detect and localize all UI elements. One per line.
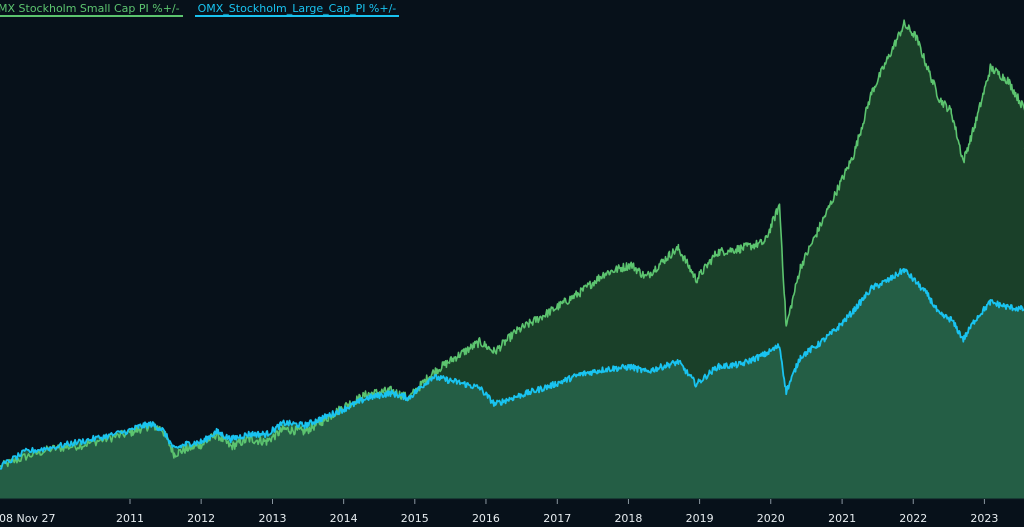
x-tick-label: 2018 [614,512,642,525]
x-axis: 08 Nov 27 2011 2012 2013 2014 2015 2016 2017 201… [0,498,1024,525]
x-tick-label: 2012 [187,512,215,525]
x-tick-label: 2014 [330,512,358,525]
x-tick-label: 2015 [401,512,429,525]
x-tick-label: 08 Nov 27 [0,512,55,525]
x-tick-label: 2020 [757,512,785,525]
series-line-large-cap[interactable] [0,268,1024,470]
chart-legend: MX Stockholm Small Cap PI %+/- OMX_Stock… [0,1,400,17]
chart-lines [0,19,1024,470]
x-tick-label: 2017 [543,512,571,525]
legend-item-large-cap[interactable]: OMX_Stockholm_Large_Cap_PI %+/- [194,1,400,17]
x-tick-label: 2013 [258,512,286,525]
x-tick-label: 2023 [970,512,998,525]
x-tick-label: 2016 [472,512,500,525]
x-tick-label: 2011 [116,512,144,525]
x-tick-label: 2022 [899,512,927,525]
x-tick-label: 2019 [686,512,714,525]
x-tick-label: 2021 [828,512,856,525]
legend-item-small-cap[interactable]: MX Stockholm Small Cap PI %+/- [0,1,183,17]
